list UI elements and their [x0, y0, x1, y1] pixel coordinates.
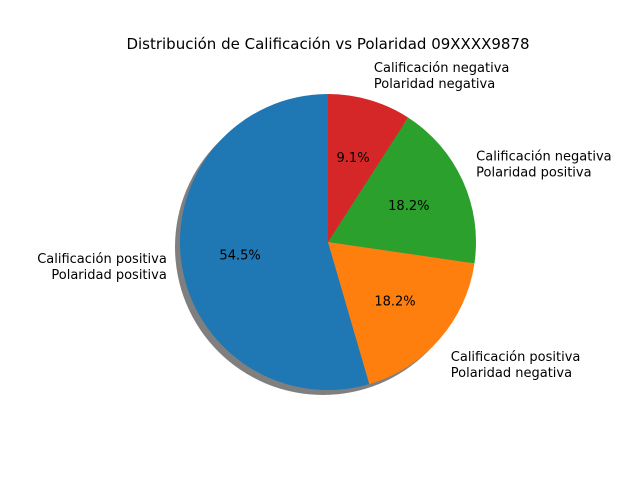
pie-slice-labels: Calificación positiva Polaridad positiva C…	[37, 61, 611, 381]
pie-slice-label-3: Calificación negativa Polaridad positiva	[476, 150, 611, 181]
pie-slice-label-1: Calificación positiva Polaridad positiva	[37, 252, 167, 283]
pie-slice-percent-1: 54.5%	[219, 249, 260, 264]
pie-slice-label-2: Calificación positiva Polaridad negativa	[451, 350, 581, 381]
pie-slice-label-4: Calificación negativa Polaridad negativa	[374, 61, 509, 92]
pie-slice-2	[328, 242, 475, 385]
pie-slice-percent-2: 18.2%	[374, 294, 415, 309]
pie-slice-1	[180, 94, 370, 390]
pie-slice-percent-4: 9.1%	[337, 151, 370, 166]
chart-title: Distribución de Calificación vs Polarida…	[126, 35, 529, 53]
pie-slice-4	[328, 94, 409, 242]
pie-percent-labels: 54.5% 18.2% 18.2% 9.1%	[219, 151, 429, 310]
pie-slice-percent-3: 18.2%	[388, 199, 429, 214]
pie-slice-3	[328, 117, 477, 264]
pie-slices	[180, 94, 477, 390]
